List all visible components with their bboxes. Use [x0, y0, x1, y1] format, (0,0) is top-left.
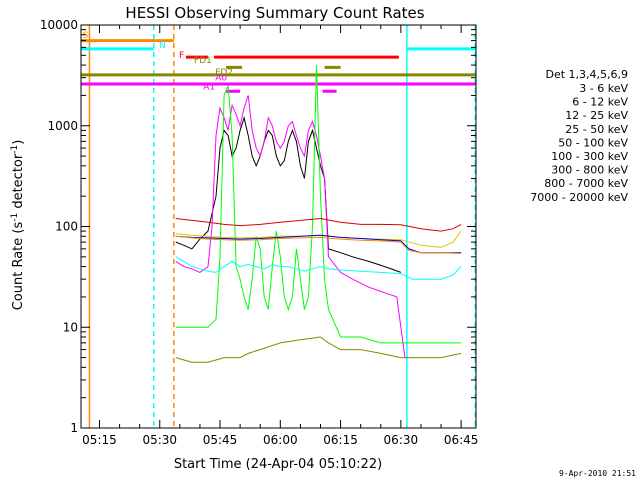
legend-entry: 25 - 50 keV — [565, 123, 628, 136]
legend-entry: 100 - 300 keV — [551, 150, 628, 163]
legend-entry: 3 - 6 keV — [579, 82, 628, 95]
legend-header: Det 1,3,4,5,6,9 — [545, 68, 628, 81]
series-e800_7000 — [175, 235, 462, 254]
series-e3_6 — [175, 115, 402, 273]
series-e7000_20000 — [175, 336, 462, 363]
series-e100_300 — [175, 217, 462, 232]
x-tick-label: 05:15 — [82, 433, 117, 447]
x-tick-label: 06:15 — [323, 433, 358, 447]
legend-entry: 6 - 12 keV — [572, 96, 628, 109]
y-label-part3: ) — [11, 140, 26, 145]
x-tick-label: 05:45 — [203, 433, 238, 447]
series-e300_800 — [175, 234, 462, 254]
x-axis-label: Start Time (24-Apr-04 05:10:22) — [174, 457, 382, 472]
plot-frame — [80, 24, 477, 429]
flag-label-fd1: FD1 — [194, 56, 212, 66]
y-tick-label: 100 — [55, 220, 78, 234]
series-e25_50 — [175, 256, 462, 280]
footer-date: 9-Apr-2010 21:51 — [559, 469, 636, 478]
x-tick-label: 06:30 — [384, 433, 419, 447]
legend-entry: 50 - 100 keV — [558, 136, 628, 149]
y-label-part1: Count Rate (s — [11, 222, 26, 311]
series-e6_12 — [175, 95, 409, 359]
y-label-sup1: -1 — [10, 213, 20, 222]
axis-ticks: 05:15 05:30 05:45 06:00 06:15 06:30 06:45 1 10 10… — [40, 18, 479, 447]
y-axis-label: Count Rate (s-1 detector-1) — [10, 140, 26, 311]
legend-entry: 12 - 25 keV — [565, 109, 628, 122]
flag-label-a1: A1 — [203, 82, 215, 92]
y-tick-label: 1000 — [47, 119, 78, 133]
x-tick-label: 05:30 — [142, 433, 177, 447]
y-label-sup2: -1 — [10, 145, 20, 154]
series-e12_25 — [175, 65, 462, 344]
y-label-part2: detector — [11, 153, 26, 213]
legend-entry: 300 - 800 keV — [551, 164, 628, 177]
chart-title: HESSI Observing Summary Count Rates — [125, 4, 424, 22]
legend-entry: 800 - 7000 keV — [544, 177, 628, 190]
y-tick-label: 10000 — [40, 18, 78, 32]
y-tick-label: 1 — [70, 421, 78, 435]
legend-entry: 7000 - 20000 keV — [530, 191, 628, 204]
flag-label-s: S — [83, 31, 89, 41]
flag-label-f: F — [179, 51, 184, 61]
y-tick-label: 10 — [63, 320, 78, 334]
flag-label-a0: A0 — [215, 74, 227, 84]
x-tick-label: 06:00 — [263, 433, 298, 447]
x-tick-label: 06:45 — [444, 433, 479, 447]
flag-label-fd2: FD2 — [215, 68, 233, 78]
flag-label-n: N — [159, 41, 166, 51]
